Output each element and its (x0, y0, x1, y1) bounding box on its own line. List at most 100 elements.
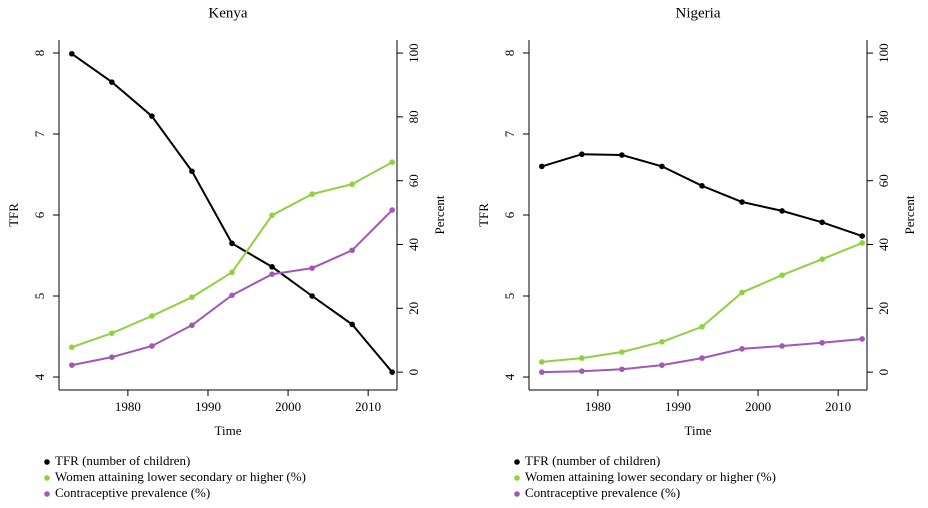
data-point (539, 163, 545, 170)
y2-axis-label: Percent (432, 195, 447, 234)
y-tick-label: 4 (32, 373, 47, 380)
data-point (539, 369, 545, 375)
y-tick-label: 8 (32, 50, 47, 57)
legend-marker (44, 459, 50, 465)
data-point (579, 355, 585, 361)
x-tick-label: 1980 (115, 399, 141, 414)
data-point (819, 256, 825, 262)
series-line (541, 153, 863, 238)
data-point (69, 344, 75, 351)
data-point (659, 339, 665, 345)
data-point (859, 336, 865, 342)
legend-marker (514, 491, 520, 497)
data-point (579, 151, 585, 158)
x-tick-label: 1990 (195, 399, 221, 414)
data-point (739, 289, 745, 296)
data-point (739, 346, 745, 352)
y2-tick-label: 80 (406, 110, 421, 123)
data-point (779, 208, 785, 214)
data-point (309, 191, 315, 197)
data-point (229, 240, 235, 247)
data-point (819, 219, 825, 226)
y-tick-label: 7 (502, 130, 517, 137)
legend-label: TFR (number of children) (55, 453, 190, 468)
y2-tick-label: 40 (406, 238, 421, 251)
y-axis-label: TFR (6, 203, 21, 227)
legend-label: Contraceptive prevalence (%) (525, 485, 680, 500)
data-point (619, 349, 625, 355)
y-tick-label: 6 (502, 211, 517, 218)
data-point (229, 269, 235, 276)
data-point (389, 159, 395, 165)
legend-marker (44, 491, 50, 497)
x-tick-label: 2000 (275, 399, 301, 414)
data-point (149, 343, 155, 349)
y2-tick-label: 20 (876, 302, 891, 315)
x-tick-label: 2000 (745, 399, 771, 414)
y-tick-label: 5 (32, 293, 47, 300)
y2-tick-label: 0 (406, 369, 421, 376)
x-axis-label: Time (685, 423, 712, 438)
data-point (349, 321, 355, 328)
y-tick-label: 6 (32, 211, 47, 218)
data-point (579, 368, 585, 374)
chart-title: Kenya (208, 5, 247, 21)
data-point (859, 240, 865, 246)
x-tick-label: 2010 (355, 399, 381, 414)
data-point (739, 199, 745, 205)
legend-label: Women attaining lower secondary or highe… (525, 469, 776, 484)
data-point (859, 233, 865, 239)
y2-tick-label: 60 (406, 174, 421, 187)
data-point (229, 292, 235, 299)
y-axis-label: TFR (476, 203, 491, 227)
data-point (69, 50, 75, 57)
data-point (189, 294, 195, 300)
data-point (619, 366, 625, 373)
data-point (619, 152, 625, 158)
data-point (699, 355, 705, 361)
data-point (269, 212, 275, 218)
data-point (269, 271, 275, 277)
data-point (539, 359, 545, 365)
y2-tick-label: 0 (876, 369, 891, 376)
y2-tick-label: 40 (876, 238, 891, 251)
y2-tick-label: 100 (406, 43, 421, 63)
legend-marker (514, 475, 520, 481)
y2-tick-label: 20 (406, 302, 421, 315)
y-tick-label: 4 (502, 373, 517, 380)
data-point (109, 79, 115, 85)
data-point (109, 354, 115, 360)
y-tick-label: 5 (502, 293, 517, 300)
data-point (659, 163, 665, 170)
x-tick-label: 1980 (585, 399, 611, 414)
legend-label: Contraceptive prevalence (%) (55, 485, 210, 500)
data-point (109, 330, 115, 337)
legend-label: TFR (number of children) (525, 453, 660, 468)
y-tick-label: 7 (32, 130, 47, 137)
legend-marker (44, 475, 50, 481)
data-point (349, 181, 355, 188)
data-point (699, 324, 705, 330)
data-point (699, 183, 705, 189)
y-tick-label: 8 (502, 50, 517, 57)
data-point (349, 247, 355, 254)
y2-tick-label: 60 (876, 174, 891, 187)
x-tick-label: 1990 (665, 399, 691, 414)
y2-axis-label: Percent (902, 195, 917, 234)
data-point (189, 168, 195, 175)
data-point (189, 322, 195, 329)
data-point (389, 369, 395, 375)
data-point (309, 265, 315, 271)
data-point (779, 272, 785, 278)
data-point (389, 207, 395, 213)
y2-tick-label: 100 (876, 43, 891, 63)
data-point (819, 339, 825, 346)
x-axis-label: Time (215, 423, 242, 438)
series-line (71, 52, 393, 373)
legend-marker (514, 459, 520, 465)
data-point (779, 343, 785, 349)
data-point (69, 362, 75, 368)
legend-label: Women attaining lower secondary or highe… (55, 469, 306, 484)
data-point (309, 293, 315, 299)
